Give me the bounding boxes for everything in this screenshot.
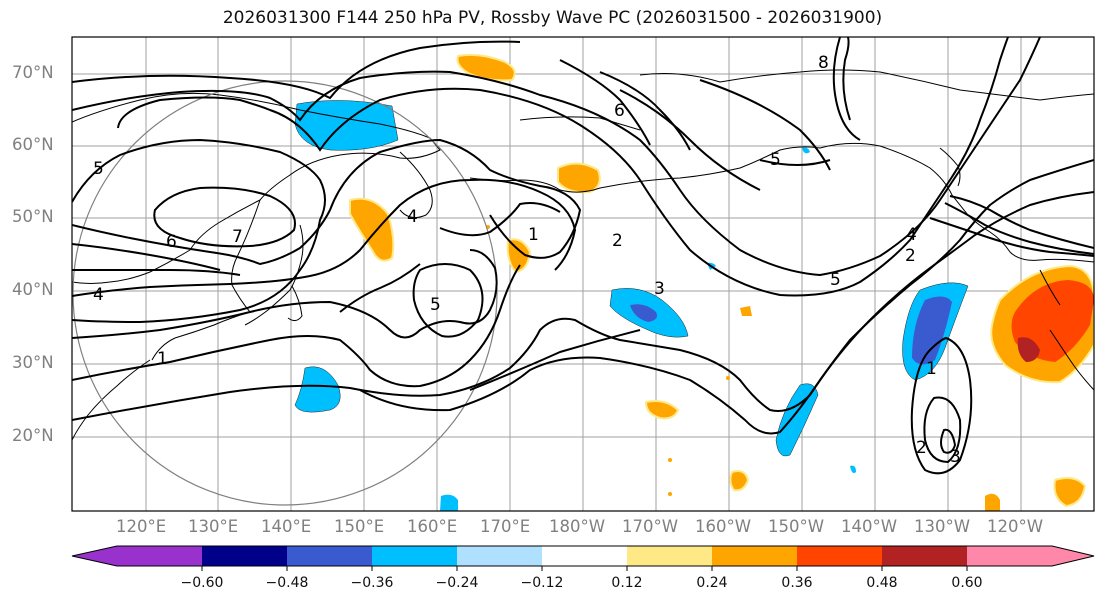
contour-label: 7	[232, 227, 243, 247]
contour-label: 3	[654, 279, 665, 299]
colorbar-tick-label: −0.24	[435, 575, 479, 591]
contour-label: 1	[528, 225, 539, 245]
contour-label: 5	[430, 295, 441, 315]
contour-label: 5	[770, 150, 781, 170]
lon-label: 160°E	[407, 517, 458, 536]
negative-anomaly-patch	[802, 147, 810, 154]
contour-label: 2	[905, 246, 916, 266]
contour-label: 2	[612, 231, 623, 251]
colorbar-extend-high	[1052, 546, 1094, 566]
contour-label: 4	[407, 207, 418, 227]
colorbar-bin	[797, 546, 882, 566]
negative-anomaly-patch	[294, 100, 399, 151]
contour-label-group: 5 6 7 4 1 4 5 1 2 3 6 8 5 4 2 2 3 5 1	[93, 53, 961, 467]
colorbar-tick-label: 0.48	[866, 575, 898, 591]
colorbar-extend-low	[72, 546, 117, 566]
lon-label: 120°E	[116, 517, 167, 536]
lon-label: 180°W	[549, 517, 606, 536]
positive-anomaly-patch	[349, 197, 395, 262]
pv-anomaly-fills	[294, 53, 1094, 511]
colorbar-bin	[372, 546, 457, 566]
lon-label: 160°W	[695, 517, 752, 536]
colorbar-bin	[287, 546, 372, 566]
lon-label: 130°E	[188, 517, 239, 536]
lon-label: 140°W	[841, 517, 898, 536]
negative-anomaly-patch	[912, 296, 952, 365]
positive-anomaly-patch	[740, 306, 752, 316]
contour-lines	[72, 37, 1094, 475]
colorbar-bin	[542, 546, 627, 566]
positive-anomaly-patch	[557, 162, 601, 194]
contour-label: 6	[166, 232, 177, 252]
negative-anomaly-patch	[440, 494, 458, 511]
colorbar-tick-label: −0.60	[180, 575, 224, 591]
colorbar-tick-label: 0.24	[696, 575, 728, 591]
colorbar-bin	[967, 546, 1052, 566]
contour-label: 5	[93, 159, 104, 179]
colorbar-bin	[117, 546, 202, 566]
contour-label: 4	[906, 225, 917, 245]
positive-anomaly-patch	[985, 493, 1000, 511]
lat-label: 20°N	[12, 426, 54, 445]
lon-label: 120°W	[987, 517, 1044, 536]
map-frame	[71, 36, 1095, 512]
colorbar-tick-label: 0.60	[951, 575, 983, 591]
positive-anomaly-patch	[1053, 477, 1087, 508]
negative-anomaly-patch	[294, 366, 341, 413]
colorbar-bin	[457, 546, 542, 566]
negative-anomaly-patch	[630, 304, 657, 322]
contour-label: 1	[926, 359, 937, 379]
contour-label: 4	[93, 285, 104, 305]
colorbar-bin	[882, 546, 967, 566]
positive-anomaly-patch	[729, 470, 750, 492]
lon-label: 150°E	[334, 517, 385, 536]
lon-label: 130°W	[914, 517, 971, 536]
positive-anomaly-patch	[456, 53, 516, 82]
negative-anomaly-patch	[850, 465, 856, 474]
colorbar	[71, 545, 1095, 571]
colorbar-outline	[71, 545, 1095, 567]
colorbar-bin	[627, 546, 712, 566]
reference-circle	[72, 80, 498, 506]
lat-label: 70°N	[12, 63, 54, 82]
colorbar-bin	[712, 546, 797, 566]
lon-label: 150°W	[768, 517, 825, 536]
lat-label: 40°N	[12, 280, 54, 299]
contour-label: 3	[950, 447, 961, 467]
contour-label: 1	[157, 349, 168, 369]
lon-label: 170°E	[480, 517, 531, 536]
colorbar-tick-label: −0.48	[265, 575, 309, 591]
lon-label: 140°E	[261, 517, 312, 536]
contour-label: 2	[916, 438, 927, 458]
lat-label: 60°N	[12, 135, 54, 154]
plot-title: 2026031300 F144 250 hPa PV, Rossby Wave …	[222, 8, 883, 28]
positive-anomaly-patch	[506, 238, 532, 274]
colorbar-tick-label: −0.36	[350, 575, 394, 591]
lat-label: 30°N	[12, 353, 54, 372]
colorbar-tick-label: 0.12	[611, 575, 643, 591]
contour-label: 8	[818, 53, 829, 73]
positive-anomaly-patch	[644, 400, 680, 420]
lon-label: 170°W	[622, 517, 679, 536]
lat-label: 50°N	[12, 207, 54, 226]
colorbar-tick-label: 0.36	[781, 575, 813, 591]
colorbar-tick-label: −0.12	[520, 575, 564, 591]
colorbar-bin	[202, 546, 287, 566]
contour-label: 5	[830, 270, 841, 290]
positive-anomaly-patch	[1017, 337, 1040, 362]
contour-label: 6	[614, 101, 625, 121]
